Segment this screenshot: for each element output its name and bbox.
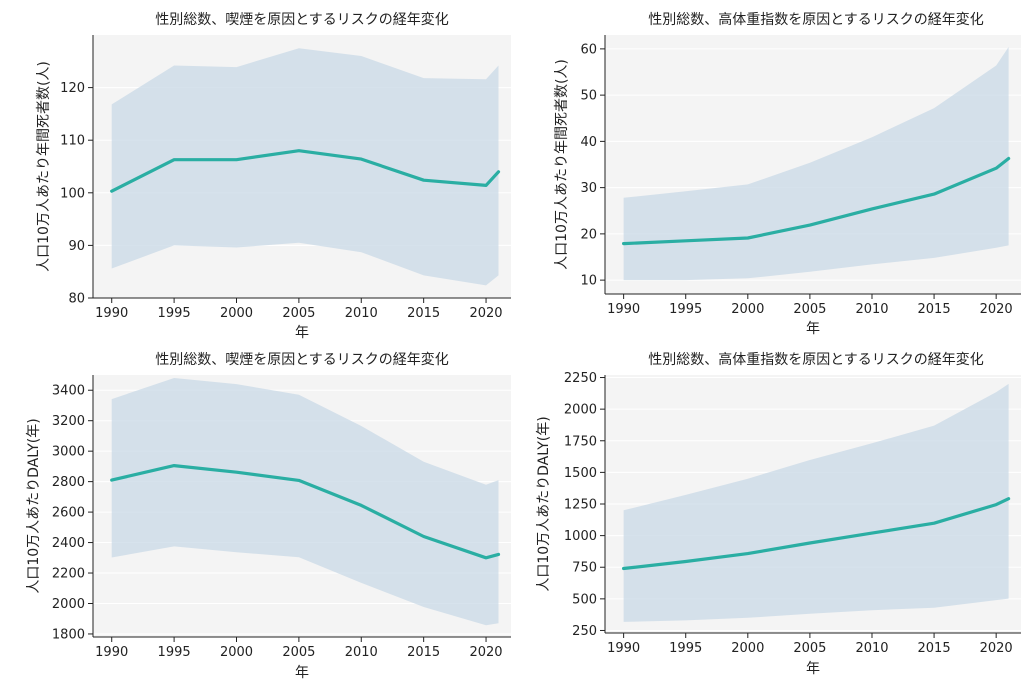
x-tick-label: 2010 [855,302,888,317]
x-tick-label: 1990 [95,645,128,660]
y-tick-label: 1750 [564,434,597,449]
y-tick-label: 20 [580,227,597,242]
x-tick-label: 1990 [607,302,640,317]
y-tick-label: 50 [580,89,597,104]
y-tick-label: 2400 [52,536,85,551]
y-tick-label: 10 [580,274,597,289]
x-tick-label: 2020 [469,306,502,321]
y-tick-label: 1500 [564,466,597,481]
y-tick-label: 750 [572,561,597,576]
y-axis-label: 人口10万人あたり年間死者数(人) [554,59,570,270]
x-tick-label: 2010 [855,641,888,656]
uncertainty-band [111,378,499,626]
y-tick-label: 110 [60,134,85,149]
y-tick-label: 2000 [52,597,85,612]
x-tick-label: 1990 [95,306,128,321]
y-tick-label: 120 [60,81,85,96]
y-tick-label: 2000 [564,403,597,418]
y-tick-label: 2800 [52,475,85,490]
x-tick-label: 2005 [793,641,826,656]
y-axis-label: 人口10万人あたりDALY(年) [26,418,42,593]
chart-title: 性別総数、喫煙を原因とするリスクの経年変化 [155,351,449,368]
uncertainty-band [623,47,1009,281]
x-axis-label: 年 [806,661,820,677]
y-tick-label: 1000 [564,529,597,544]
y-tick-label: 500 [572,592,597,607]
x-tick-label: 2005 [793,302,826,317]
y-axis-label: 人口10万人あたり年間死者数(人) [36,61,52,272]
y-tick-label: 3400 [52,384,85,399]
x-tick-label: 2020 [980,302,1013,317]
uncertainty-band [623,383,1009,622]
y-axis-label: 人口10万人あたりDALY(年) [536,416,552,591]
x-tick-label: 2015 [407,645,440,660]
x-tick-label: 1995 [669,641,702,656]
x-tick-label: 2015 [918,302,951,317]
y-tick-label: 90 [68,239,85,254]
chart-title: 性別総数、高体重指数を原因とするリスクの経年変化 [648,351,984,368]
y-tick-label: 3000 [52,445,85,460]
x-axis-label: 年 [295,325,309,341]
x-tick-label: 1995 [158,306,191,321]
y-tick-label: 250 [572,624,597,639]
x-tick-label: 2000 [731,302,764,317]
x-tick-label: 2010 [345,306,378,321]
x-tick-label: 2010 [345,645,378,660]
x-tick-label: 2000 [220,645,253,660]
y-tick-label: 2250 [564,371,597,386]
chart-panel-2: 10 20 30 40 50 60 1990 1995 2000 2005 2010 2015 2020… [554,11,1021,337]
x-tick-label: 2020 [980,641,1013,656]
x-axis-label: 年 [806,321,820,337]
chart-title: 性別総数、喫煙を原因とするリスクの経年変化 [155,11,449,28]
x-tick-label: 2000 [731,641,764,656]
mean-line [110,464,501,560]
y-tick-label: 1250 [564,498,597,513]
uncertainty-band [111,48,499,286]
y-tick-label: 3200 [52,414,85,429]
x-tick-label: 1995 [158,645,191,660]
chart-title: 性別総数、高体重指数を原因とするリスクの経年変化 [648,11,984,28]
y-tick-label: 30 [580,181,597,196]
x-tick-label: 2005 [282,306,315,321]
chart-panel-1: 80 90 100 110 120 1990 1995 2000 2005 2010 2015 202… [36,11,511,341]
x-tick-label: 2015 [407,306,440,321]
y-tick-label: 80 [68,292,85,307]
chart-panel-4: 250 500 750 1000 1250 1500 1750 2000 2250 1990 199… [536,351,1021,677]
y-tick-label: 60 [580,42,597,57]
x-tick-label: 1995 [669,302,702,317]
y-tick-label: 100 [60,186,85,201]
y-tick-label: 2600 [52,506,85,521]
x-tick-label: 1990 [607,641,640,656]
chart-panel-3: 1800 2000 2200 2400 2600 2800 3000 3200 3400 1990… [26,351,511,681]
x-tick-label: 2015 [918,641,951,656]
y-tick-label: 40 [580,135,597,150]
x-tick-label: 2000 [220,306,253,321]
mean-line [621,156,1011,246]
mean-line [621,497,1011,571]
y-tick-label: 2200 [52,567,85,582]
x-axis-label: 年 [295,665,309,681]
x-tick-label: 2020 [469,645,502,660]
y-tick-label: 1800 [52,627,85,642]
x-tick-label: 2005 [282,645,315,660]
mean-line [110,149,501,193]
